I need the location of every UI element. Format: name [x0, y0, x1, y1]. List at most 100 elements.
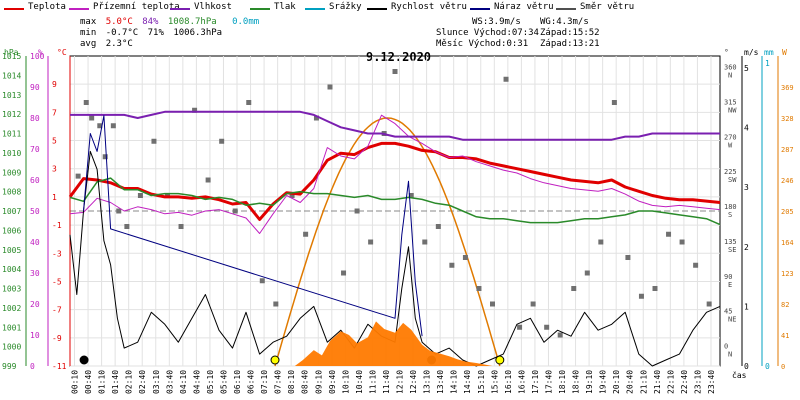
temperature-tick-label: 1	[52, 193, 57, 202]
rain-tick-label: 0	[765, 362, 770, 371]
wind-speed-tick-label: 2	[744, 243, 749, 252]
legend-label: Náraz větru	[494, 2, 554, 12]
wind-direction-point	[449, 262, 455, 268]
stat-wg: WG:4.3m/s	[540, 17, 589, 27]
humidity-tick-label: 60	[30, 176, 40, 185]
x-tick-label: 20:10	[612, 370, 621, 394]
wind-direction-point	[408, 193, 414, 198]
x-tick-label: 22:40	[680, 370, 689, 394]
legend-swatch	[250, 8, 270, 10]
wind-direction-point	[503, 76, 509, 82]
wind-speed-tick-label: 3	[744, 183, 749, 192]
humidity-axis-title: %	[38, 48, 43, 57]
temperature-tick-label: -7	[52, 306, 62, 315]
wind-direction-tick-degrees: 360	[724, 64, 737, 72]
legend-swatch	[4, 8, 24, 10]
wind-direction-point	[462, 255, 468, 260]
rain-axis-title: mm	[764, 48, 774, 57]
stat-max-hum: 84%	[142, 17, 159, 27]
wind-direction-point	[259, 278, 265, 284]
humidity-tick-label: 70	[30, 145, 40, 154]
x-tick-label: 23:10	[693, 370, 702, 394]
wind-direction-point	[652, 286, 658, 291]
x-tick-label: 11:40	[382, 370, 391, 394]
x-tick-label: 01:10	[98, 370, 107, 394]
x-tick-label: 23:40	[707, 370, 716, 394]
stat-min-label: min	[80, 28, 97, 38]
x-tick-label: 19:40	[599, 370, 608, 394]
pressure-tick-label: 1003	[2, 285, 21, 294]
x-tick-label: 08:10	[287, 370, 296, 394]
pressure-tick-label: 999	[2, 362, 17, 371]
wind-direction-point	[354, 208, 360, 214]
x-tick-label: 05:10	[206, 370, 215, 394]
wind-direction-tick-compass: SW	[728, 176, 737, 184]
wind-direction-point	[303, 231, 309, 237]
wind-direction-tick-degrees: 0	[724, 343, 728, 351]
stat-max-label: max	[80, 17, 97, 27]
solar-tick-label: 0	[781, 363, 785, 371]
wind-direction-point	[75, 173, 81, 179]
stat-min-temp: -0.7°C	[105, 28, 139, 38]
x-tick-label: 06:40	[247, 370, 256, 394]
pressure-tick-label: 1014	[2, 71, 21, 80]
x-tick-label: 08:40	[301, 370, 310, 394]
wind-speed-tick-label: 1	[744, 302, 749, 311]
stat-ws: WS:3.9m/s	[472, 17, 521, 27]
wind-direction-tick-degrees: 180	[724, 203, 737, 211]
x-tick-label: 13:10	[423, 370, 432, 394]
wind-direction-tick-degrees: 135	[724, 238, 737, 246]
wind-direction-tick-compass: N	[728, 351, 732, 359]
stat-max-press: 1008.7hPa	[167, 17, 217, 27]
wind-direction-point	[192, 107, 198, 113]
x-tick-label: 17:10	[531, 370, 540, 394]
wind-direction-point	[289, 193, 295, 198]
wind-direction-point	[476, 286, 482, 291]
x-tick-label: 02:40	[138, 370, 147, 394]
temperature-tick-label: 3	[52, 165, 57, 174]
wind-speed-tick-label: 5	[744, 64, 749, 73]
x-tick-label: 00:40	[84, 370, 93, 394]
x-tick-label: 04:10	[179, 370, 188, 394]
stat-sun-rise: Slunce Východ:07:34	[436, 28, 539, 38]
wind-direction-point	[219, 138, 225, 144]
humidity-tick-label: 80	[30, 114, 40, 123]
legend-swatch	[305, 8, 325, 10]
pressure-axis-title: hPa	[4, 48, 19, 57]
wind-direction-tick-compass: S	[728, 211, 732, 219]
legend-label: Směr větru	[580, 2, 635, 12]
wind-direction-point	[124, 224, 130, 229]
wind-direction-point	[327, 84, 333, 90]
x-axis-title: čas	[732, 370, 747, 380]
humidity-tick-label: 20	[30, 300, 40, 309]
stats-max-row: max 5.0°C 84% 1008.7hPa 0.0mm	[80, 17, 259, 27]
x-tick-label: 03:40	[165, 370, 174, 394]
x-tick-label: 11:10	[368, 370, 377, 394]
x-tick-label: 14:40	[463, 370, 472, 394]
wind-direction-point	[246, 100, 252, 105]
wind-direction-point	[178, 224, 184, 229]
legend-label: Rychlost větru	[391, 2, 467, 12]
series-tlak-line	[69, 177, 721, 226]
wind-direction-point	[102, 154, 108, 160]
series-teplota-line	[68, 141, 721, 221]
wind-speed-tick-label: 0	[744, 362, 749, 371]
x-tick-label: 18:10	[558, 370, 567, 394]
wind-direction-point	[571, 286, 577, 291]
wind-direction-tick-degrees: 90	[724, 273, 732, 281]
wind-direction-point	[116, 208, 122, 214]
series-solar-area	[294, 321, 493, 366]
x-tick-label: 09:10	[314, 370, 323, 394]
x-tick-label: 00:10	[71, 370, 80, 394]
wind-direction-point	[313, 115, 319, 121]
wind-direction-tick-degrees: 45	[724, 308, 732, 316]
wind-speed-axis-title: m/s	[744, 48, 759, 57]
solar-tick-label: 82	[781, 301, 789, 309]
solar-tick-label: 205	[781, 208, 794, 216]
wind-direction-tick-compass: SE	[728, 246, 736, 254]
wind-direction-point	[679, 239, 685, 245]
temperature-tick-label: 9	[52, 80, 57, 89]
solar-tick-label: 164	[781, 239, 794, 247]
pressure-tick-label: 1010	[2, 149, 21, 158]
